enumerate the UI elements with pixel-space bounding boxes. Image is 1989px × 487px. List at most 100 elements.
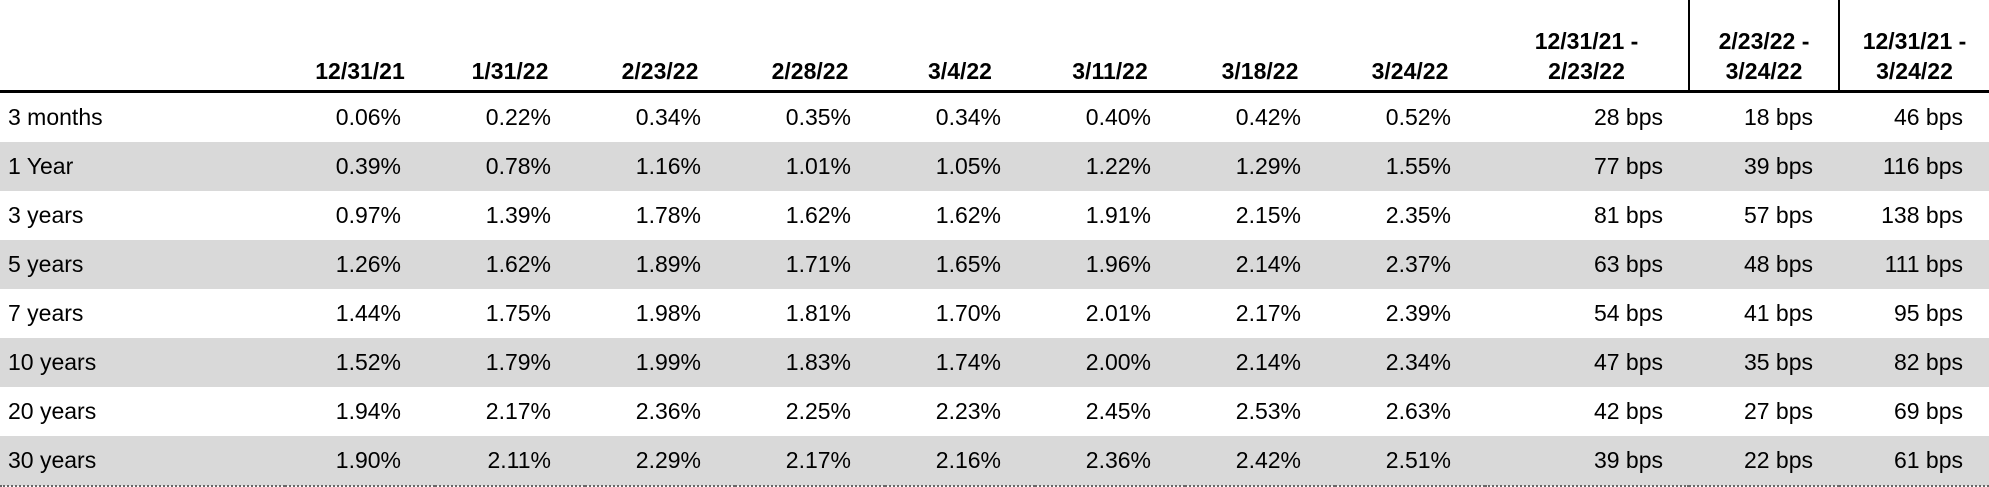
cell: 1.94% [335, 398, 401, 424]
cell: 1.75% [485, 300, 551, 326]
cell: 1.74% [885, 338, 1035, 387]
column-header: 3/11/22 [1035, 0, 1185, 93]
column-header: 12/31/21 [285, 0, 435, 93]
cell: 2.14% [1185, 338, 1335, 387]
cell: 1.96% [1035, 240, 1185, 289]
column-header: 3/24/22 [1335, 0, 1485, 93]
cell: 41 bps [1743, 300, 1813, 326]
column-header: 12/31/21 - 3/24/22 [1838, 0, 1989, 93]
cell: 2.29% [585, 436, 735, 487]
cell: 1.52% [285, 338, 435, 387]
cell: 54 bps [1593, 300, 1663, 326]
cell: 116 bps [1839, 142, 1989, 191]
cell: 1.55% [1335, 142, 1485, 191]
column-header: 2/23/22 - 3/24/22 [1688, 0, 1839, 93]
cell: 2.16% [885, 436, 1035, 487]
row-label: 10 years [0, 338, 285, 387]
cell: 2.17% [485, 398, 551, 424]
row-label: 5 years [0, 240, 285, 289]
cell: 2.36% [635, 398, 701, 424]
cell: 18 bps [1743, 104, 1813, 130]
cell: 1.16% [585, 142, 735, 191]
column-header: 12/31/21 - 2/23/22 [1485, 0, 1689, 93]
table-row: 3 months 0.06% 0.22% 0.34% 0.35% 0.34% 0.40% 0.… [0, 92, 1989, 143]
row-label: 7 years [8, 300, 84, 326]
table-row: 3 years 0.97% 1.39% 1.78% 1.62% 1.62% 1.91% 2.1… [0, 191, 1989, 240]
header-line: 3/24/22 [1876, 58, 1953, 84]
cell: 1.79% [435, 338, 585, 387]
cell: 1.83% [735, 338, 885, 387]
header-line: 12/31/21 - [1534, 28, 1639, 54]
cell: 2.37% [1335, 240, 1485, 289]
cell: 2.15% [1235, 202, 1301, 228]
cell: 2.34% [1335, 338, 1485, 387]
cell: 111 bps [1839, 240, 1989, 289]
cell: 1.65% [885, 240, 1035, 289]
cell: 2.11% [435, 436, 585, 487]
table-row: 5 years 1.26% 1.62% 1.89% 1.71% 1.65% 1.96% 2.1… [0, 240, 1989, 289]
cell: 2.00% [1035, 338, 1185, 387]
cell: 61 bps [1839, 436, 1989, 487]
column-header: 3/4/22 [885, 0, 1035, 93]
cell: 39 bps [1485, 436, 1689, 487]
cell: 0.34% [935, 104, 1001, 130]
cell: 2.23% [935, 398, 1001, 424]
cell: 2.01% [1085, 300, 1151, 326]
cell: 0.06% [335, 104, 401, 130]
cell: 1.39% [485, 202, 551, 228]
cell: 0.35% [785, 104, 851, 130]
cell: 2.51% [1335, 436, 1485, 487]
table-row: 7 years 1.44% 1.75% 1.98% 1.81% 1.70% 2.01% 2.1… [0, 289, 1989, 338]
cell: 1.90% [285, 436, 435, 487]
table-body: 3 months 0.06% 0.22% 0.34% 0.35% 0.34% 0.40% 0.… [0, 92, 1989, 487]
cell: 27 bps [1743, 398, 1813, 424]
cell: 0.42% [1235, 104, 1301, 130]
row-label: 30 years [0, 436, 285, 487]
column-header: 2/23/22 [585, 0, 735, 93]
cell: 2.25% [785, 398, 851, 424]
cell: 48 bps [1689, 240, 1839, 289]
cell: 46 bps [1893, 104, 1963, 130]
cell: 2.63% [1385, 398, 1451, 424]
table-row: 20 years 1.94% 2.17% 2.36% 2.25% 2.23% 2.45% 2.… [0, 387, 1989, 436]
cell: 0.40% [1085, 104, 1151, 130]
cell: 1.62% [785, 202, 851, 228]
cell: 95 bps [1893, 300, 1963, 326]
header-line: 3/24/22 [1725, 58, 1803, 84]
cell: 35 bps [1689, 338, 1839, 387]
cell: 1.89% [585, 240, 735, 289]
cell: 0.22% [485, 104, 551, 130]
header-row: 12/31/21 1/31/22 2/23/22 2/28/22 3/4/22 3/11/… [0, 0, 1989, 93]
cell: 1.70% [935, 300, 1001, 326]
cell: 0.78% [435, 142, 585, 191]
cell: 82 bps [1839, 338, 1989, 387]
cell: 81 bps [1593, 202, 1663, 228]
cell: 28 bps [1593, 104, 1663, 130]
cell: 77 bps [1485, 142, 1689, 191]
header-line: 12/31/21 - [1862, 28, 1967, 54]
column-header: 1/31/22 [435, 0, 585, 93]
table-row: 10 years 1.52% 1.79% 1.99% 1.83% 1.74% 2.00% 2.… [0, 338, 1989, 387]
cell: 1.81% [785, 300, 851, 326]
cell: 63 bps [1485, 240, 1689, 289]
header-line: 2/23/22 - [1718, 28, 1810, 54]
cell: 2.36% [1035, 436, 1185, 487]
cell: 0.39% [285, 142, 435, 191]
cell: 1.78% [635, 202, 701, 228]
cell: 2.14% [1185, 240, 1335, 289]
header-line: 2/23/22 [1548, 58, 1625, 84]
cell: 0.34% [635, 104, 701, 130]
cell: 0.97% [335, 202, 401, 228]
table-row: 1 Year 0.39% 0.78% 1.16% 1.01% 1.05% 1.22% 1.29… [0, 142, 1989, 191]
cell: 2.53% [1235, 398, 1301, 424]
cell: 138 bps [1881, 202, 1963, 228]
cell: 2.39% [1385, 300, 1451, 326]
cell: 1.22% [1035, 142, 1185, 191]
cell: 1.01% [735, 142, 885, 191]
table-row: 30 years 1.90% 2.11% 2.29% 2.17% 2.16% 2.36% 2.… [0, 436, 1989, 487]
cell: 69 bps [1893, 398, 1963, 424]
cell: 1.44% [335, 300, 401, 326]
row-label: 20 years [8, 398, 97, 424]
